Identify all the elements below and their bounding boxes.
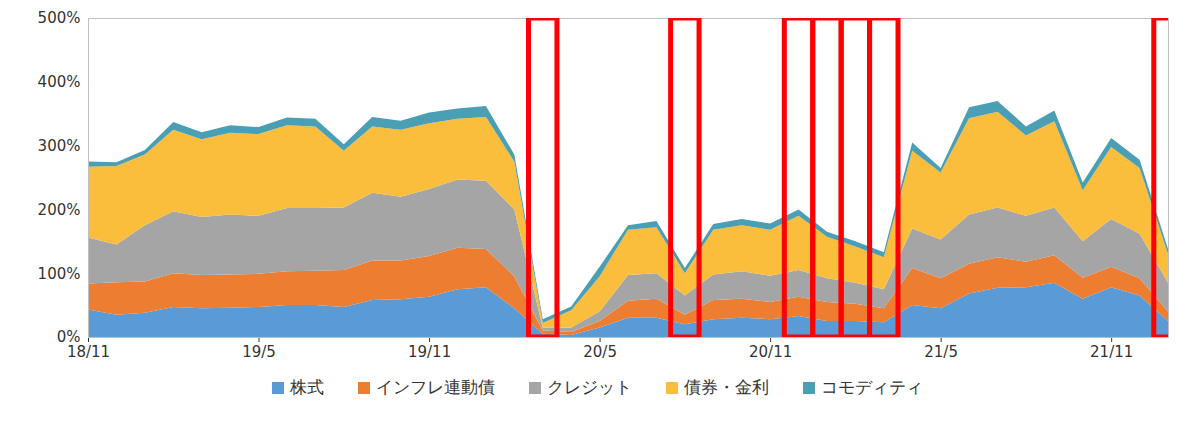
svg-text:400%: 400% xyxy=(38,73,81,91)
svg-text:200%: 200% xyxy=(38,201,81,219)
html-text:株式: 株式 xyxy=(290,377,324,397)
svg-text:500%: 500% xyxy=(38,9,81,27)
html-text:インフレ連動債: インフレ連動債 xyxy=(376,377,495,397)
svg-text:0%: 0% xyxy=(56,328,81,347)
svg-text:21/11: 21/11 xyxy=(1090,343,1133,361)
svg-text:100%: 100% xyxy=(38,265,81,283)
svg-text:300%: 300% xyxy=(38,137,81,155)
html-text:コモディティ: コモディティ xyxy=(821,377,923,397)
svg-text:21/5: 21/5 xyxy=(924,343,958,361)
svg-text:20/5: 20/5 xyxy=(583,343,617,361)
svg-text:19/11: 19/11 xyxy=(408,343,451,361)
html-text:クレジット: クレジット xyxy=(547,377,632,397)
svg-text:18/11: 18/11 xyxy=(67,343,110,361)
svg-text:19/5: 19/5 xyxy=(242,343,276,361)
html-text:債券・金利: 債券・金利 xyxy=(684,377,769,397)
svg-text:20/11: 20/11 xyxy=(749,343,792,361)
